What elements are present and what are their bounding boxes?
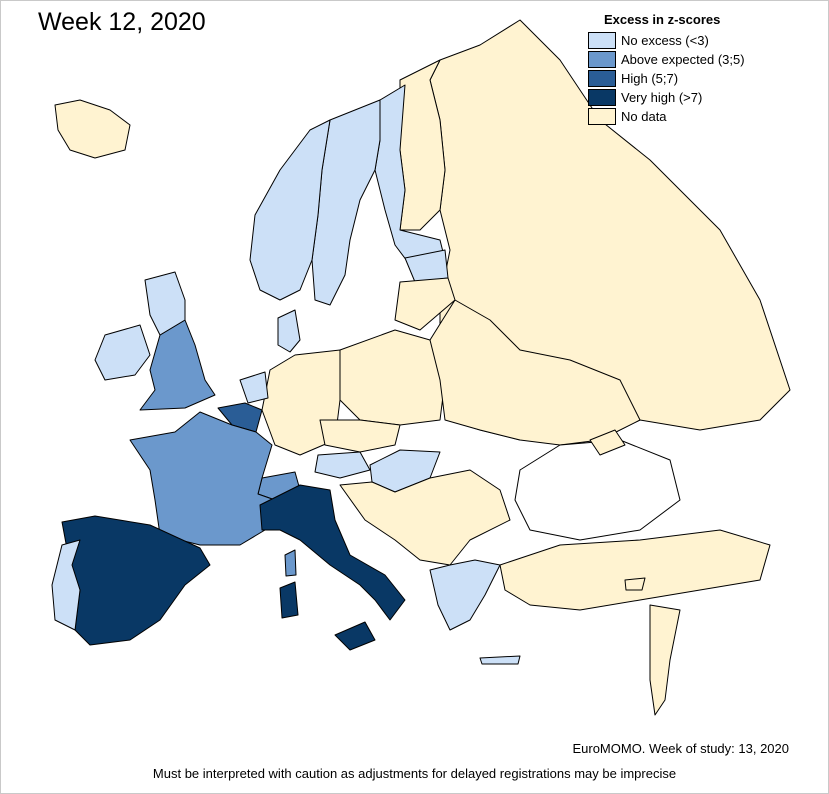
region-denmark[interactable] — [277, 309, 301, 353]
legend-swatch — [588, 51, 616, 68]
legend-swatch — [588, 32, 616, 49]
region-iceland — [54, 99, 131, 159]
legend-item: Above expected (3;5) — [588, 50, 745, 69]
legend-label: Very high (>7) — [621, 90, 703, 105]
region-norway[interactable] — [249, 119, 331, 301]
region-greece[interactable] — [429, 559, 501, 631]
legend-swatch — [588, 70, 616, 87]
region-balkans — [339, 469, 511, 566]
region-portugal[interactable] — [51, 539, 81, 631]
legend-label: No excess (<3) — [621, 33, 709, 48]
legend-swatch — [588, 108, 616, 125]
legend-label: No data — [621, 109, 667, 124]
map-title: Week 12, 2020 — [38, 8, 206, 36]
legend-label: Above expected (3;5) — [621, 52, 745, 67]
legend: Excess in z-scores No excess (<3) Above … — [588, 12, 745, 126]
legend-item: Very high (>7) — [588, 88, 745, 107]
legend-label: High (5;7) — [621, 71, 679, 86]
region-italy[interactable] — [259, 484, 406, 621]
legend-item: No excess (<3) — [588, 31, 745, 50]
region-france[interactable] — [129, 411, 276, 546]
region-crimea — [589, 429, 626, 456]
region-sicily[interactable] — [334, 621, 376, 651]
region-belarus-ukraine — [429, 299, 641, 446]
region-belgium[interactable] — [217, 402, 263, 433]
region-cyprus — [624, 577, 646, 591]
legend-title: Excess in z-scores — [604, 12, 721, 27]
region-netherlands[interactable] — [239, 371, 269, 404]
legend-swatch — [588, 89, 616, 106]
source-note: EuroMOMO. Week of study: 13, 2020 — [572, 741, 789, 756]
region-england[interactable] — [139, 319, 216, 411]
region-baltics — [394, 277, 456, 331]
region-scotland[interactable] — [144, 271, 186, 336]
region-levant — [649, 604, 681, 716]
region-turkey — [499, 529, 771, 611]
region-czech — [319, 419, 401, 453]
region-corsica[interactable] — [284, 549, 297, 577]
region-black-sea — [514, 439, 681, 541]
legend-item: No data — [588, 107, 745, 126]
region-crete — [479, 655, 521, 665]
legend-item: High (5;7) — [588, 69, 745, 88]
region-sardinia[interactable] — [279, 581, 299, 619]
region-ireland[interactable] — [94, 324, 151, 381]
region-austria[interactable] — [314, 451, 371, 479]
region-poland — [339, 329, 446, 426]
caution-note: Must be interpreted with caution as adju… — [152, 766, 677, 781]
